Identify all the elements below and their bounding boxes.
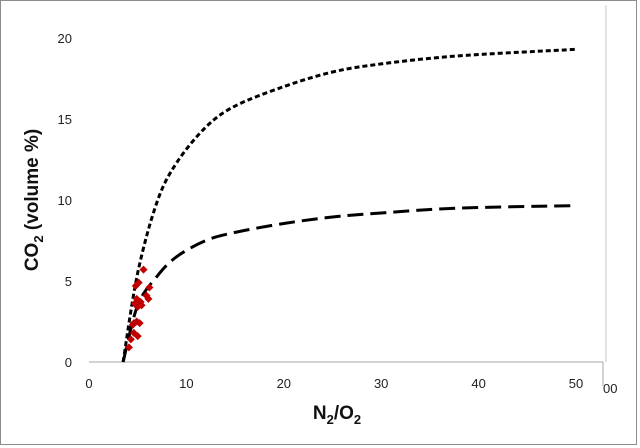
x-tick-label: 10 [179,376,193,391]
data-point [145,283,154,292]
data-point [129,328,138,337]
x-tick-label: 0 [85,376,92,391]
x-tick-label: 40 [471,376,485,391]
y-tick-label: 15 [58,112,72,127]
series-layer [121,47,577,363]
y-tick-label: 10 [58,193,72,208]
y-tick-label: 0 [65,355,72,370]
data-point [134,278,143,287]
data-point [132,317,141,326]
y-axis-title: CO2 (volume %) [22,129,46,271]
short-dash-curve [121,47,577,363]
x-tick-label: 50 [569,376,583,391]
data-point [137,301,146,310]
y-tick-labels: 0 5 10 15 20 [58,31,72,370]
y-tick-label: 20 [58,31,72,46]
data-point [124,343,133,352]
data-point [144,294,153,303]
clipped-tick-label: 00 [603,381,618,396]
y-tick-label: 5 [65,274,72,289]
data-point [139,265,148,274]
x-tick-labels: 0 10 20 30 40 50 [85,376,583,391]
axes [89,5,607,386]
x-axis-title: N2/O2 [313,403,361,427]
x-tick-label: 30 [374,376,388,391]
x-tick-label: 20 [277,376,291,391]
long-dash-curve [121,204,577,363]
data-point [126,335,135,344]
